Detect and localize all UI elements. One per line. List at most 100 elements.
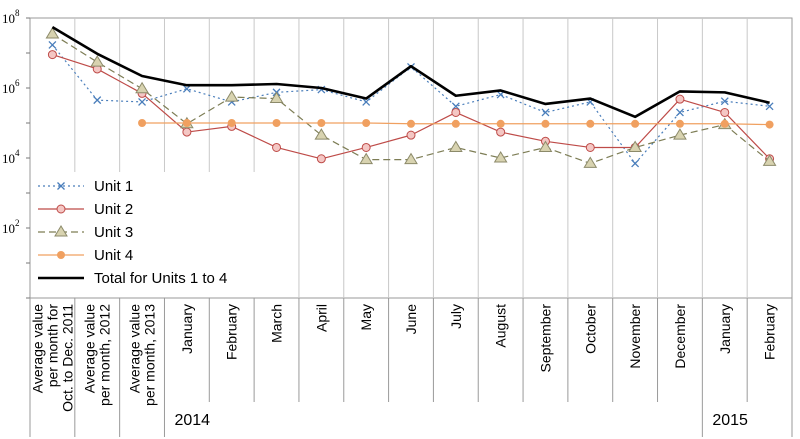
legend-item: Unit 1 <box>38 178 133 195</box>
data-point <box>631 119 640 128</box>
data-point <box>227 119 236 127</box>
x-marker-stroke <box>362 97 371 106</box>
x-tick-label: Average valueper month, 2013 <box>127 304 158 406</box>
legend-swatch-marker <box>54 225 68 237</box>
legend: Unit 1 Unit 2 Unit 3 Unit 4 Total for Units … <box>32 172 298 297</box>
series-line <box>51 44 770 165</box>
data-point <box>720 119 729 128</box>
data-point <box>317 119 326 127</box>
data-point <box>451 119 460 128</box>
legend-item: Total for Units 1 to 4 <box>38 270 227 287</box>
data-point <box>93 96 102 105</box>
legend-item: Unit 4 <box>38 247 133 264</box>
data-point <box>182 119 191 127</box>
x-tick-label: April <box>313 304 329 332</box>
data-point <box>314 128 329 140</box>
data-point <box>541 108 550 117</box>
x-tick-label: March <box>269 304 285 343</box>
data-point <box>48 40 57 49</box>
x-marker-stroke <box>57 182 65 190</box>
data-point <box>585 142 595 152</box>
data-point <box>406 130 416 140</box>
data-point <box>496 127 506 137</box>
legend-label: Unit 3 <box>94 224 133 241</box>
legend-label: Unit 4 <box>94 247 133 264</box>
x-tick-label: January <box>717 304 733 354</box>
data-point <box>272 119 281 127</box>
legend-label: Unit 1 <box>94 178 133 195</box>
x-marker-stroke <box>93 96 102 105</box>
data-point <box>359 152 374 165</box>
x-marker-stroke <box>541 108 550 117</box>
legend-swatch-marker <box>57 182 65 190</box>
data-point <box>631 159 640 168</box>
legend-item: Unit 3 <box>38 224 133 241</box>
x-marker-stroke <box>138 97 147 106</box>
x-tick-label: December <box>672 304 688 369</box>
data-point <box>272 142 282 152</box>
data-point <box>673 128 687 140</box>
legend-item: Unit 2 <box>38 201 133 218</box>
legend-label: Total for Units 1 to 4 <box>94 270 227 287</box>
x-tick-label: October <box>582 304 598 354</box>
y-tick-label: 106 <box>2 78 20 96</box>
series-line <box>51 25 770 119</box>
data-point <box>182 127 192 137</box>
data-point <box>586 119 595 128</box>
x-tick-label: January <box>179 304 195 354</box>
x-tick-label: September <box>537 304 553 373</box>
x-tick-label: August <box>493 304 509 348</box>
data-point <box>720 97 729 106</box>
x-tick-label: June <box>403 304 419 335</box>
data-point <box>583 156 598 168</box>
data-point <box>538 140 553 152</box>
series-line <box>52 54 771 160</box>
year-label: 2015 <box>712 412 748 429</box>
series-total-for-units-1-to-4 <box>51 25 770 119</box>
data-point <box>765 120 774 129</box>
y-axis: 102 104 106 108 <box>2 8 30 299</box>
data-point <box>362 119 371 127</box>
x-marker-stroke <box>675 108 684 117</box>
series-line <box>52 33 770 165</box>
data-point <box>138 97 147 106</box>
year-label: 2014 <box>174 412 210 429</box>
data-point <box>675 108 684 117</box>
data-point <box>361 142 371 152</box>
data-point <box>269 91 284 104</box>
legend-box <box>32 172 298 297</box>
x-tick-label: Average valueper month forOct. to Dec. 2… <box>29 304 75 412</box>
series-unit-1 <box>48 40 774 168</box>
data-point <box>448 140 463 152</box>
x-marker-stroke <box>631 159 640 168</box>
data-point <box>47 50 57 60</box>
x-tick-label: November <box>627 304 643 369</box>
y-tick-label: 108 <box>2 8 20 26</box>
legend-swatch-marker <box>57 251 65 259</box>
x-axis: Average valueper month forOct. to Dec. 2… <box>29 298 793 437</box>
data-point <box>407 119 415 128</box>
series-unit-4 <box>138 119 774 129</box>
legend-swatch-marker <box>56 204 66 214</box>
data-point <box>493 151 508 163</box>
y-tick-label: 104 <box>2 148 20 166</box>
y-tick-label: 102 <box>2 218 20 236</box>
data-point <box>765 102 774 111</box>
series-layer <box>45 25 777 168</box>
data-point <box>451 107 461 117</box>
x-tick-label: February <box>224 304 240 360</box>
data-point <box>224 90 239 102</box>
data-point <box>675 119 684 128</box>
data-point <box>135 81 149 94</box>
x-marker-stroke <box>48 40 57 49</box>
x-tick-label: May <box>358 304 374 330</box>
x-tick-label: February <box>762 304 778 360</box>
data-point <box>675 94 685 104</box>
data-point <box>362 97 371 106</box>
data-point <box>720 107 730 117</box>
legend-label: Unit 2 <box>94 201 133 218</box>
x-tick-label: Average valueper month, 2012 <box>82 304 113 406</box>
data-point <box>404 152 418 165</box>
data-point <box>138 119 147 127</box>
